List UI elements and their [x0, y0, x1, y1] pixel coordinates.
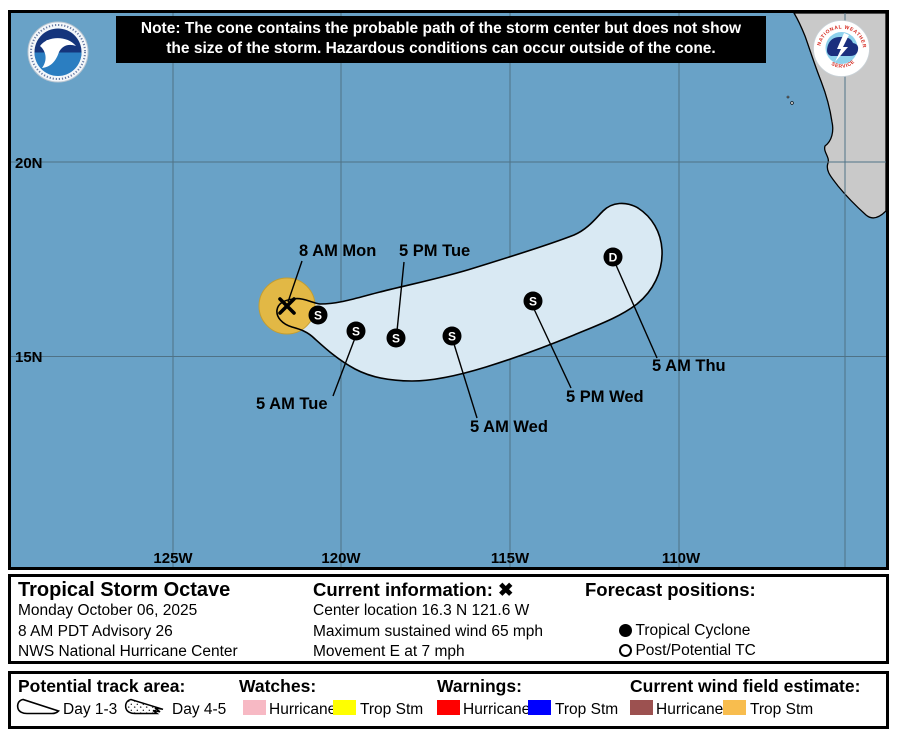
forecast-symbols-row: Tropical Cyclone Post/Potential TC [585, 601, 878, 681]
storm-info-panel: Tropical Storm Octave Monday October 06,… [8, 574, 889, 719]
forecast-map: S S S S S D 8 AM Mon 5 PM Tue 5 AM Tue 5… [8, 10, 889, 570]
nws-logo: NATIONAL WEATHER SERVICE [813, 20, 870, 77]
forecast-point [386, 328, 406, 348]
watch-tropstm-swatch [333, 700, 356, 715]
watch-tropstm-label: Trop Stm [360, 701, 424, 718]
leader-8am-mon [287, 260, 303, 303]
forecast-point [603, 247, 623, 267]
lon-label-115w: 115W [491, 550, 530, 567]
time-label-8am-mon: 8 AM Mon [299, 242, 376, 260]
lat-label-20n: 20N [15, 155, 43, 172]
watch-hurricane-label: Hurricane [269, 701, 337, 718]
forecast-point [308, 305, 328, 325]
current-movement: Movement E at 7 mph [313, 643, 465, 660]
current-location: Center location 16.3 N 121.6 W [313, 602, 530, 619]
storm-identity-column: Tropical Storm Octave Monday October 06,… [18, 579, 238, 663]
banner-line-1: Note: The cone contains the probable pat… [140, 20, 742, 37]
banner-line-2: the size of the storm. Hazardous conditi… [166, 40, 716, 57]
forecast-cone [276, 203, 663, 381]
warning-hurricane-swatch [437, 700, 460, 715]
day45-cone-icon [124, 698, 164, 715]
storm-agency: NWS National Hurricane Center [18, 643, 238, 660]
noaa-ring-text [30, 24, 86, 80]
windfield-tropstm-label: Trop Stm [750, 701, 814, 718]
day13-label: Day 1-3 [63, 701, 118, 718]
time-label-5pm-wed: 5 PM Wed [566, 388, 644, 406]
nws-ring-text-bottom: SERVICE [830, 59, 856, 70]
noaa-gull-icon [40, 38, 76, 68]
leader-5am-tue [332, 337, 356, 397]
warning-hurricane-label: Hurricane [463, 701, 531, 718]
forecast-positions-title: Forecast positions: [585, 579, 756, 600]
forecast-point [346, 321, 366, 341]
day13-cone-icon [16, 698, 60, 715]
day45-label: Day 4-5 [172, 701, 227, 718]
wind-field-title: Current wind field estimate: [630, 676, 861, 696]
map-canvas: S S S S S D 8 AM Mon 5 PM Tue 5 AM Tue 5… [11, 13, 886, 567]
forecast-point-symbol: D [609, 251, 618, 265]
windfield-tropstm-swatch [723, 700, 746, 715]
watches-title: Watches: [239, 676, 317, 696]
time-label-5am-thu: 5 AM Thu [652, 357, 726, 375]
time-label-5pm-tue: 5 PM Tue [399, 242, 470, 260]
leader-5pm-tue [396, 261, 405, 332]
current-position-x-marker [278, 297, 296, 315]
storm-date: Monday October 06, 2025 [18, 602, 198, 619]
forecast-point-symbol: S [392, 332, 400, 346]
noaa-logo: NOAA [27, 21, 89, 83]
post-potential-tc-ring-icon [619, 644, 633, 657]
coastal-island [790, 101, 794, 105]
forecast-point-symbol: S [448, 330, 456, 344]
lat-label-15n: 15N [15, 349, 43, 366]
coastal-island [786, 95, 790, 99]
warning-tropstm-label: Trop Stm [555, 701, 619, 718]
time-label-5am-tue: 5 AM Tue [256, 395, 328, 413]
current-information-column: Current information: ✖ Center location 1… [313, 579, 543, 663]
forecast-point-symbol: S [352, 325, 360, 339]
lon-label-120w: 120W [321, 550, 361, 567]
cone-note-banner: Note: The cone contains the probable pat… [116, 16, 766, 63]
forecast-cone-outline [276, 202, 663, 382]
warning-tropstm-swatch [528, 700, 551, 715]
nws-lightning-icon [835, 33, 849, 62]
tropical-cyclone-dot-icon [619, 624, 633, 637]
current-wind: Maximum sustained wind 65 mph [313, 622, 544, 640]
leader-5am-thu [615, 264, 658, 359]
time-label-5am-wed: 5 AM Wed [470, 418, 548, 436]
windfield-hurricane-label: Hurricane [656, 701, 724, 718]
forecast-point-symbol: S [314, 309, 322, 323]
warnings-title: Warnings: [437, 676, 522, 696]
storm-advisory: 8 AM PDT Advisory 26 [18, 622, 173, 640]
forecast-point [442, 326, 462, 346]
leader-5pm-wed [533, 308, 572, 389]
lon-label-125w: 125W [153, 550, 193, 567]
windfield-hurricane-swatch [630, 700, 653, 715]
current-info-title: Current information: ✖ [313, 579, 514, 600]
legend-panel: Potential track area: Day 1-3 Day 4-5 Wa… [8, 671, 889, 729]
current-x-icon: ✖ [498, 579, 514, 600]
lon-label-110w: 110W [662, 550, 701, 567]
noaa-wordmark: NOAA [46, 38, 70, 47]
leader-5am-wed [453, 343, 478, 419]
potential-track-title: Potential track area: [18, 676, 186, 696]
storm-title: Tropical Storm Octave [18, 579, 231, 601]
forecast-point [523, 291, 543, 311]
forecast-point-symbol: S [529, 295, 537, 309]
watch-hurricane-swatch [243, 700, 266, 715]
